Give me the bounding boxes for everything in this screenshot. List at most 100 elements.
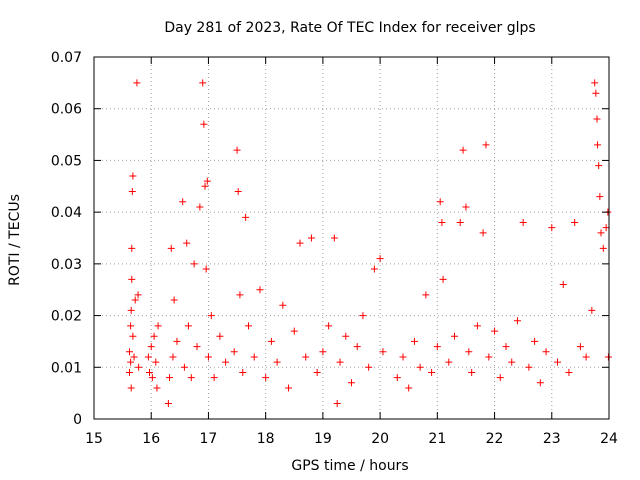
- data-point: [451, 332, 458, 340]
- data-point: [133, 79, 141, 87]
- data-point: [588, 306, 596, 314]
- grid: [94, 57, 609, 419]
- data-point: [150, 332, 158, 340]
- chart-title: Day 281 of 2023, Rate Of TEC Index for r…: [164, 20, 535, 36]
- data-point: [128, 187, 136, 195]
- data-point: [256, 286, 264, 294]
- data-point: [179, 198, 187, 206]
- data-point: [597, 229, 605, 237]
- data-point: [336, 358, 344, 366]
- x-tick-label: 16: [142, 431, 160, 447]
- data-point: [602, 224, 610, 232]
- data-point: [302, 353, 310, 361]
- data-point: [170, 296, 178, 304]
- data-point: [565, 368, 573, 376]
- data-point: [436, 198, 444, 206]
- data-point: [370, 265, 378, 273]
- data-point: [204, 353, 212, 361]
- data-point: [130, 353, 138, 361]
- data-point: [129, 172, 137, 180]
- data-point: [554, 358, 561, 366]
- data-point: [267, 337, 275, 345]
- data-point: [167, 244, 175, 252]
- x-tick-label: 23: [543, 431, 561, 447]
- data-point: [187, 374, 195, 382]
- data-point: [416, 363, 424, 371]
- y-tick-label: 0.07: [51, 50, 82, 66]
- data-point: [502, 343, 510, 351]
- data-point: [462, 203, 470, 211]
- data-point: [193, 343, 201, 351]
- data-point: [296, 239, 304, 247]
- data-point: [290, 327, 298, 335]
- data-point: [592, 89, 600, 97]
- data-point: [127, 322, 135, 330]
- data-point: [245, 322, 252, 330]
- data-point: [250, 353, 258, 361]
- data-point: [153, 384, 161, 392]
- y-tick-label: 0.04: [51, 205, 82, 221]
- y-tick-label: 0.01: [51, 360, 82, 376]
- data-point: [234, 187, 242, 195]
- data-point: [207, 312, 215, 320]
- data-point: [128, 275, 136, 283]
- data-point: [148, 374, 156, 382]
- data-point: [508, 358, 516, 366]
- data-point: [144, 353, 152, 361]
- x-tick-label: 18: [257, 431, 275, 447]
- data-point: [459, 146, 467, 154]
- data-point: [445, 358, 453, 366]
- x-axis-label: GPS time / hours: [291, 458, 408, 474]
- data-point: [184, 322, 192, 330]
- data-point: [582, 353, 590, 361]
- data-point: [239, 368, 247, 376]
- data-point: [127, 306, 135, 314]
- data-point: [135, 363, 143, 371]
- data-point: [319, 348, 327, 356]
- data-point: [129, 332, 137, 340]
- x-tick-label: 24: [600, 431, 618, 447]
- y-tick-label: 0.06: [51, 102, 82, 118]
- data-point: [531, 337, 539, 345]
- data-point: [273, 358, 281, 366]
- data-point: [465, 348, 473, 356]
- data-point: [410, 337, 418, 345]
- data-point: [604, 353, 612, 361]
- data-point: [210, 374, 218, 382]
- data-point: [491, 327, 499, 335]
- data-point: [379, 348, 387, 356]
- data-point: [313, 368, 321, 376]
- x-tick-label: 21: [428, 431, 446, 447]
- x-tick-label: 17: [200, 431, 218, 447]
- plot-frame: [93, 56, 610, 420]
- data-point: [599, 244, 607, 252]
- data-point: [190, 260, 198, 268]
- data-point: [307, 234, 315, 242]
- data-point: [201, 182, 209, 190]
- data-point: [279, 301, 287, 309]
- data-point: [591, 79, 599, 87]
- data-point: [147, 343, 155, 351]
- x-tick-label: 22: [486, 431, 504, 447]
- data-point: [536, 379, 544, 387]
- data-point: [594, 141, 602, 149]
- data-point: [348, 379, 355, 387]
- data-point: [154, 322, 162, 330]
- data-point: [365, 363, 373, 371]
- axis-ticks: 15 16 17 18 19 20 21 22 23 24 0 0.01 0.02 0.03 0.04 0.0…: [51, 50, 618, 447]
- data-point: [196, 203, 204, 211]
- data-point: [180, 363, 188, 371]
- data-point: [576, 343, 584, 351]
- data-point: [405, 384, 413, 392]
- data-point: [128, 244, 136, 252]
- x-tick-label: 15: [85, 431, 103, 447]
- data-point: [342, 332, 350, 340]
- data-point: [438, 218, 446, 226]
- data-point: [242, 213, 250, 221]
- data-point: [216, 332, 224, 340]
- data-point: [593, 115, 601, 123]
- data-point: [131, 296, 139, 304]
- data-point: [496, 374, 504, 382]
- data-point: [173, 337, 181, 345]
